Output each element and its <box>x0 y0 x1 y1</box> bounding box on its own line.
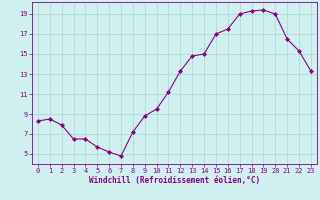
X-axis label: Windchill (Refroidissement éolien,°C): Windchill (Refroidissement éolien,°C) <box>89 176 260 185</box>
